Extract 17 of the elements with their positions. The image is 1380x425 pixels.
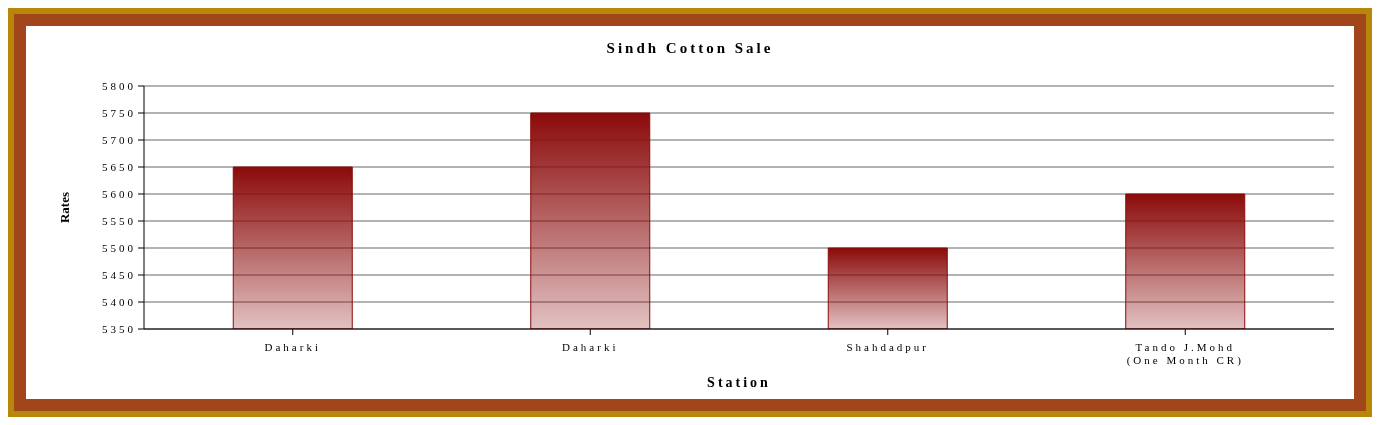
y-tick-label: 5750 bbox=[102, 106, 136, 119]
x-tick-label: Daharki bbox=[562, 341, 619, 353]
y-tick-label: 5400 bbox=[102, 295, 136, 308]
y-tick-label: 5600 bbox=[102, 187, 136, 200]
x-tick-label: Shahdadpur bbox=[846, 341, 930, 353]
x-tick-label: Daharki bbox=[264, 341, 321, 353]
y-tick-label: 5500 bbox=[102, 241, 136, 254]
y-tick-label: 5700 bbox=[102, 133, 136, 146]
chart-title: Sindh Cotton Sale bbox=[605, 40, 775, 57]
y-tick-label: 5650 bbox=[102, 160, 136, 173]
y-tick-label: 5800 bbox=[102, 79, 136, 92]
y-tick-label: 5450 bbox=[102, 268, 136, 281]
x-tick-label: Tando J.Mohd (One Month CR) bbox=[1126, 341, 1244, 367]
y-axis-title: Rates bbox=[56, 191, 72, 224]
x-axis-title: Station bbox=[707, 375, 771, 390]
y-tick-label: 5550 bbox=[102, 214, 136, 227]
y-tick-label: 5350 bbox=[102, 322, 136, 335]
